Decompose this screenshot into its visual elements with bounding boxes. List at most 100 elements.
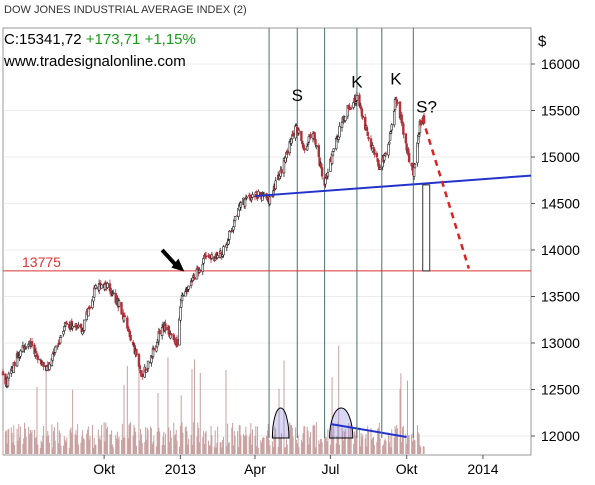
- candle-body: [367, 136, 370, 140]
- candle-body: [112, 292, 115, 294]
- candle-body: [388, 141, 391, 145]
- candle-body: [257, 191, 260, 198]
- plot-frame: [2, 27, 532, 456]
- candle-body: [369, 138, 373, 148]
- candle-body: [309, 134, 312, 138]
- volume-hump: [271, 407, 290, 439]
- candle-body: [108, 283, 112, 292]
- candle-body: [331, 151, 335, 156]
- candle-body: [94, 285, 98, 289]
- candle-body: [219, 252, 223, 254]
- candle-body: [307, 136, 311, 143]
- candle-body: [36, 355, 40, 360]
- candle-body: [42, 361, 45, 368]
- candle-body: [71, 325, 74, 329]
- candle-body: [158, 329, 161, 335]
- candle-body: [62, 330, 65, 335]
- chart-title: DOW JONES INDUSTRIAL AVERAGE INDEX (2): [4, 4, 247, 16]
- candle-body: [396, 102, 399, 104]
- candle-body: [7, 373, 11, 379]
- candle-body: [378, 167, 382, 170]
- candle-body: [213, 257, 217, 261]
- candle-body: [286, 150, 289, 155]
- pattern-label: S?: [416, 97, 437, 116]
- candle-body: [172, 334, 175, 340]
- y-tick-label: 12000: [541, 428, 580, 444]
- candle-body: [54, 346, 57, 353]
- candle-body: [268, 196, 272, 205]
- candle-body: [53, 353, 56, 355]
- candle-body: [88, 307, 92, 309]
- candle-body: [297, 129, 301, 134]
- candle-body: [245, 196, 248, 199]
- candle-body: [160, 327, 164, 337]
- candle-body: [175, 338, 179, 347]
- candle-body: [164, 323, 167, 331]
- volume-bars: [2, 345, 425, 454]
- x-tick-label: 2013: [165, 461, 196, 477]
- candle-body: [413, 163, 417, 169]
- x-tick-label: Apr: [244, 461, 266, 477]
- candle-body: [129, 334, 132, 341]
- candle-body: [282, 158, 286, 174]
- candle-body: [404, 133, 408, 144]
- candle-body: [320, 167, 324, 177]
- candle-body: [48, 363, 51, 370]
- candle-body: [314, 139, 317, 145]
- quote-line: C:15341,72 +173,71 +1,15%: [4, 31, 196, 48]
- candle-body: [417, 134, 421, 137]
- candle-body: [77, 324, 80, 328]
- candle-body: [201, 263, 204, 273]
- candle-body: [419, 120, 422, 126]
- candle-body: [250, 197, 253, 201]
- candle-body: [280, 169, 283, 174]
- currency-label: $: [538, 33, 547, 50]
- candle-body: [187, 285, 190, 290]
- candle-body: [123, 315, 127, 317]
- x-tick-label: Jul: [321, 461, 339, 477]
- candle-body: [384, 152, 388, 155]
- candle-body: [373, 148, 376, 155]
- candle-body: [274, 180, 277, 190]
- candle-body: [83, 319, 86, 331]
- neckline: [254, 174, 532, 198]
- candle-body: [405, 143, 408, 151]
- candle-body: [366, 131, 369, 137]
- pattern-label: S: [292, 86, 303, 105]
- candle-body: [393, 110, 396, 126]
- breakout-arrowhead: [171, 258, 185, 272]
- candle-body: [301, 143, 305, 148]
- candle-body: [300, 130, 303, 142]
- candle-body: [375, 152, 379, 158]
- source-url: www.tradesignalonline.com: [4, 53, 186, 70]
- candle-body: [222, 246, 225, 256]
- candles: [1, 91, 426, 389]
- candle-body: [30, 341, 34, 346]
- candle-body: [13, 361, 16, 367]
- candle-body: [361, 115, 364, 118]
- candle-body: [291, 132, 295, 137]
- y-tick-label: 13000: [541, 335, 580, 351]
- candle-body: [349, 107, 353, 110]
- candle-body: [251, 194, 254, 198]
- candle-body: [19, 350, 22, 357]
- candle-body: [59, 335, 63, 338]
- candle-body: [210, 254, 214, 259]
- candle-body: [317, 145, 321, 158]
- candle-body: [338, 125, 341, 138]
- candle-body: [216, 255, 219, 258]
- candle-body: [193, 277, 196, 280]
- candle-body: [303, 148, 306, 150]
- candle-body: [233, 216, 237, 221]
- y-tick-label: 14000: [541, 242, 580, 258]
- x-tick-label: 2014: [467, 461, 498, 477]
- candle-body: [179, 306, 182, 321]
- candle-body: [152, 347, 156, 351]
- candle-body: [100, 284, 103, 289]
- breakout-arrow: [160, 248, 178, 267]
- candle-body: [111, 293, 114, 296]
- candle-body: [306, 142, 310, 145]
- x-tick-label: Okt: [396, 461, 418, 477]
